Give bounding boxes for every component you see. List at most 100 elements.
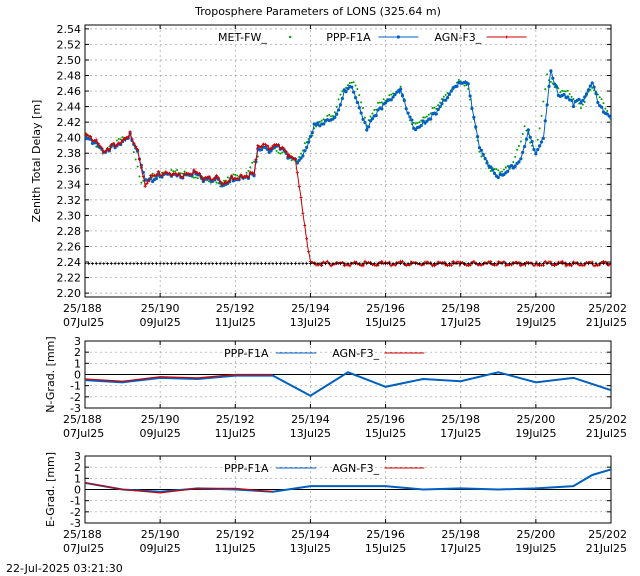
data-point — [211, 178, 215, 182]
baseline-marker — [590, 262, 594, 266]
x-tick-label: 25/192 — [216, 413, 255, 426]
data-point — [300, 152, 303, 155]
data-point — [596, 100, 600, 105]
legend-label: PPP-F1A — [224, 347, 269, 360]
data-point — [121, 136, 124, 139]
baseline-marker — [481, 262, 485, 266]
data-point — [288, 154, 292, 158]
baseline-marker — [410, 262, 414, 266]
data-point — [425, 115, 428, 118]
data-point — [476, 135, 480, 139]
data-point — [436, 107, 440, 112]
data-point — [121, 139, 125, 143]
data-point — [154, 173, 158, 177]
data-point — [149, 174, 153, 178]
data-point — [192, 176, 195, 179]
x-tick-label: 25/200 — [517, 528, 556, 541]
baseline-marker — [278, 262, 282, 266]
data-point — [521, 150, 525, 154]
baseline-marker — [609, 262, 611, 266]
data-point — [434, 112, 438, 116]
baseline-marker — [207, 262, 211, 266]
baseline-marker — [256, 262, 260, 266]
data-point — [607, 114, 611, 118]
data-point — [512, 161, 515, 164]
x-tick-label: 25/190 — [141, 528, 180, 541]
baseline-marker — [335, 262, 339, 266]
x-tick-label: 25/190 — [141, 413, 180, 426]
data-point — [290, 155, 294, 159]
data-point — [301, 211, 305, 215]
baseline-marker — [447, 262, 451, 266]
baseline-marker — [402, 262, 406, 266]
data-point — [371, 112, 374, 115]
data-point — [538, 127, 541, 130]
data-point — [265, 144, 269, 148]
data-point — [228, 178, 232, 182]
data-point — [496, 175, 500, 180]
data-point — [419, 123, 423, 128]
y-tick-label: -1 — [70, 380, 81, 393]
series-met-fw — [85, 73, 611, 188]
data-point — [245, 174, 249, 178]
baseline-marker — [414, 262, 418, 266]
data-point — [521, 133, 524, 136]
data-point — [418, 121, 421, 124]
x-tick-date-label: 19Jul25 — [515, 542, 556, 555]
baseline-marker — [387, 262, 391, 266]
baseline-marker — [85, 262, 87, 266]
data-point — [481, 152, 485, 156]
data-point — [410, 118, 414, 122]
data-point — [509, 263, 513, 267]
data-point — [172, 170, 175, 173]
data-point — [365, 128, 369, 132]
data-point — [224, 181, 228, 185]
baseline-marker — [365, 262, 369, 266]
data-point — [442, 95, 445, 98]
y-tick-label: -3 — [70, 517, 81, 530]
data-point — [373, 108, 376, 111]
baseline-marker — [222, 262, 226, 266]
series-line — [85, 371, 611, 397]
data-point — [175, 173, 179, 177]
baseline-marker — [275, 262, 279, 266]
data-point — [566, 89, 569, 92]
x-tick-label: 25/190 — [141, 302, 180, 315]
baseline-marker — [260, 262, 264, 266]
data-point — [519, 140, 522, 143]
y-tick-label: 2.48 — [57, 70, 82, 83]
y-tick-label: 2.26 — [57, 240, 82, 253]
baseline-marker — [496, 262, 500, 266]
data-point — [357, 106, 361, 110]
y-tick-label: 2.20 — [57, 287, 82, 300]
data-point — [122, 136, 126, 140]
data-point — [269, 149, 273, 153]
data-point — [581, 98, 585, 103]
legend: PPP-F1A AGN-F3_ — [224, 347, 425, 360]
data-point — [249, 166, 252, 169]
plot-area — [85, 371, 611, 397]
data-point — [322, 260, 326, 264]
data-point — [140, 181, 143, 184]
baseline-marker — [147, 262, 151, 266]
baseline-marker — [594, 262, 598, 266]
data-point — [344, 90, 348, 94]
data-point — [437, 104, 440, 107]
baseline-marker — [301, 262, 305, 266]
baseline-marker — [538, 262, 542, 266]
data-point — [201, 178, 205, 182]
data-point — [338, 103, 343, 107]
baseline-marker — [399, 262, 403, 266]
data-point — [536, 263, 540, 267]
data-point — [119, 142, 123, 146]
data-point — [331, 114, 334, 117]
data-point — [352, 90, 356, 94]
baseline-marker — [346, 262, 350, 266]
data-point — [113, 144, 117, 148]
data-point — [194, 176, 197, 179]
data-point — [198, 171, 202, 175]
data-point — [504, 166, 507, 169]
baseline-marker — [421, 262, 425, 266]
